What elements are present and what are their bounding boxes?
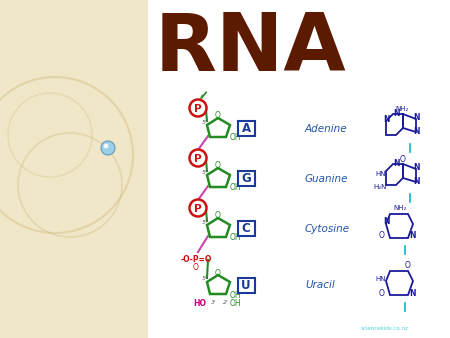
Text: N: N bbox=[410, 232, 416, 241]
Text: A: A bbox=[242, 122, 251, 135]
Text: N: N bbox=[410, 289, 416, 297]
Text: HN: HN bbox=[376, 276, 386, 282]
Text: 5': 5' bbox=[202, 169, 208, 174]
Circle shape bbox=[104, 144, 108, 148]
Text: N: N bbox=[393, 160, 399, 169]
Text: O: O bbox=[215, 112, 221, 121]
Text: 5': 5' bbox=[202, 219, 208, 224]
FancyBboxPatch shape bbox=[238, 121, 255, 136]
Text: O: O bbox=[379, 232, 385, 241]
Text: H₂N: H₂N bbox=[374, 184, 387, 190]
Text: 5': 5' bbox=[202, 276, 208, 282]
FancyBboxPatch shape bbox=[238, 220, 255, 236]
Text: OH: OH bbox=[229, 134, 241, 143]
Text: N: N bbox=[383, 115, 389, 123]
Text: Cytosine: Cytosine bbox=[305, 223, 350, 234]
Text: N: N bbox=[393, 110, 399, 119]
Text: P: P bbox=[194, 153, 202, 164]
Text: P: P bbox=[194, 103, 202, 114]
Text: O: O bbox=[379, 289, 385, 297]
Text: P: P bbox=[194, 203, 202, 214]
FancyBboxPatch shape bbox=[238, 170, 255, 186]
FancyBboxPatch shape bbox=[238, 277, 255, 292]
Text: O: O bbox=[215, 268, 221, 277]
Text: O: O bbox=[400, 154, 406, 164]
Text: N: N bbox=[413, 176, 419, 186]
Circle shape bbox=[189, 149, 207, 167]
Text: OH: OH bbox=[229, 298, 241, 308]
Circle shape bbox=[189, 199, 207, 217]
Circle shape bbox=[189, 99, 207, 117]
Text: N: N bbox=[413, 113, 419, 121]
Text: OH: OH bbox=[229, 290, 241, 299]
Text: O: O bbox=[215, 212, 221, 220]
Text: Uracil: Uracil bbox=[305, 281, 335, 290]
Text: OH: OH bbox=[229, 184, 241, 193]
Text: Guanine: Guanine bbox=[305, 173, 348, 184]
Text: NH₂: NH₂ bbox=[395, 106, 409, 112]
Text: O: O bbox=[215, 162, 221, 170]
Text: N: N bbox=[413, 163, 419, 171]
Text: 2': 2' bbox=[223, 300, 229, 306]
Text: O: O bbox=[193, 264, 199, 272]
Circle shape bbox=[101, 141, 115, 155]
Text: 5': 5' bbox=[202, 120, 208, 124]
Text: OH: OH bbox=[229, 234, 241, 242]
Text: HO: HO bbox=[194, 298, 207, 308]
Text: 3': 3' bbox=[211, 300, 217, 306]
Text: N: N bbox=[383, 217, 389, 226]
Text: NH₂: NH₂ bbox=[393, 205, 407, 211]
Text: RNA: RNA bbox=[155, 10, 346, 88]
Text: G: G bbox=[241, 172, 251, 185]
Text: O: O bbox=[405, 262, 411, 270]
Text: HN: HN bbox=[376, 171, 386, 177]
Text: C: C bbox=[242, 222, 250, 235]
Bar bbox=[0, 0, 148, 338]
Text: U: U bbox=[241, 279, 251, 292]
Text: Adenine: Adenine bbox=[305, 123, 347, 134]
Text: N: N bbox=[413, 126, 419, 136]
Text: -O-P=O: -O-P=O bbox=[180, 256, 212, 265]
Text: sciencekids.co.nz: sciencekids.co.nz bbox=[361, 325, 409, 331]
